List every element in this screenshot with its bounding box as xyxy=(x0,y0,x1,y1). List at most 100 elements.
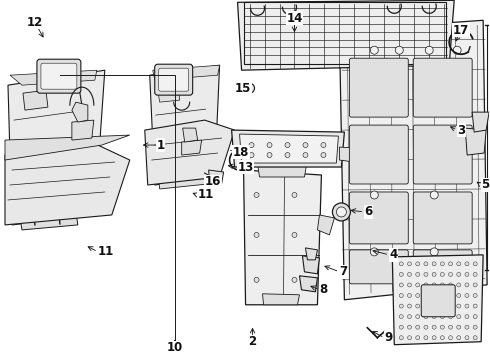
Circle shape xyxy=(408,262,412,266)
Polygon shape xyxy=(182,140,202,155)
Circle shape xyxy=(465,304,469,308)
Circle shape xyxy=(441,325,444,329)
FancyBboxPatch shape xyxy=(413,125,472,184)
Polygon shape xyxy=(299,276,318,292)
Polygon shape xyxy=(232,130,344,167)
Circle shape xyxy=(430,191,438,199)
Text: 17: 17 xyxy=(453,24,469,37)
Circle shape xyxy=(465,325,469,329)
Polygon shape xyxy=(159,175,208,189)
Circle shape xyxy=(332,203,350,221)
Polygon shape xyxy=(5,135,130,160)
Text: 18: 18 xyxy=(233,145,249,158)
Circle shape xyxy=(254,193,259,198)
Circle shape xyxy=(432,273,436,276)
Circle shape xyxy=(441,293,444,297)
Polygon shape xyxy=(340,147,356,162)
Text: 10: 10 xyxy=(167,341,183,354)
Polygon shape xyxy=(392,255,483,345)
FancyBboxPatch shape xyxy=(349,58,408,117)
Text: 14: 14 xyxy=(286,12,303,25)
Circle shape xyxy=(432,315,436,319)
Circle shape xyxy=(457,315,461,319)
Circle shape xyxy=(424,262,428,266)
Polygon shape xyxy=(5,145,130,225)
Circle shape xyxy=(457,336,461,340)
Text: 15: 15 xyxy=(235,82,251,95)
Circle shape xyxy=(424,293,428,297)
Circle shape xyxy=(399,315,403,319)
Circle shape xyxy=(416,262,420,266)
Circle shape xyxy=(473,273,477,276)
Circle shape xyxy=(399,304,403,308)
Circle shape xyxy=(448,293,453,297)
Circle shape xyxy=(465,283,469,287)
Polygon shape xyxy=(209,170,223,184)
Circle shape xyxy=(416,325,420,329)
Circle shape xyxy=(408,283,412,287)
FancyBboxPatch shape xyxy=(413,250,472,284)
Polygon shape xyxy=(72,120,94,140)
Circle shape xyxy=(245,83,254,93)
Circle shape xyxy=(416,304,420,308)
FancyBboxPatch shape xyxy=(421,285,455,317)
Text: 11: 11 xyxy=(98,246,114,258)
Circle shape xyxy=(408,293,412,297)
Circle shape xyxy=(370,248,378,256)
Polygon shape xyxy=(150,65,220,185)
Polygon shape xyxy=(158,88,180,102)
Circle shape xyxy=(453,46,461,54)
Circle shape xyxy=(473,283,477,287)
Circle shape xyxy=(448,315,453,319)
Polygon shape xyxy=(465,128,486,155)
Circle shape xyxy=(441,262,444,266)
Circle shape xyxy=(424,336,428,340)
Circle shape xyxy=(249,153,254,158)
Circle shape xyxy=(254,277,259,282)
Circle shape xyxy=(473,293,477,297)
Circle shape xyxy=(292,193,297,198)
Polygon shape xyxy=(20,212,78,230)
Circle shape xyxy=(465,273,469,276)
Bar xyxy=(244,2,446,64)
Circle shape xyxy=(448,304,453,308)
Circle shape xyxy=(457,325,461,329)
Circle shape xyxy=(465,315,469,319)
Text: 9: 9 xyxy=(384,331,392,344)
Text: 2: 2 xyxy=(248,335,257,348)
Polygon shape xyxy=(23,90,48,110)
Circle shape xyxy=(448,262,453,266)
Circle shape xyxy=(395,46,403,54)
Circle shape xyxy=(473,262,477,266)
Circle shape xyxy=(267,153,272,158)
Text: 13: 13 xyxy=(238,161,254,174)
Polygon shape xyxy=(340,20,487,300)
Circle shape xyxy=(408,336,412,340)
Circle shape xyxy=(448,273,453,276)
Circle shape xyxy=(416,273,420,276)
FancyBboxPatch shape xyxy=(159,68,189,91)
Circle shape xyxy=(448,325,453,329)
Circle shape xyxy=(432,262,436,266)
Text: 5: 5 xyxy=(481,179,490,192)
Circle shape xyxy=(416,336,420,340)
FancyBboxPatch shape xyxy=(413,58,472,117)
Circle shape xyxy=(473,304,477,308)
Polygon shape xyxy=(145,120,235,185)
Circle shape xyxy=(399,262,403,266)
Polygon shape xyxy=(263,294,299,305)
Text: 4: 4 xyxy=(390,248,397,261)
Circle shape xyxy=(432,283,436,287)
Polygon shape xyxy=(244,170,321,305)
Polygon shape xyxy=(8,70,105,225)
Polygon shape xyxy=(240,134,339,163)
Text: 1: 1 xyxy=(157,139,165,152)
Circle shape xyxy=(432,304,436,308)
Text: 6: 6 xyxy=(365,206,372,219)
Circle shape xyxy=(303,143,308,148)
Circle shape xyxy=(430,248,438,256)
Circle shape xyxy=(292,233,297,237)
Circle shape xyxy=(416,315,420,319)
Circle shape xyxy=(424,304,428,308)
Circle shape xyxy=(408,304,412,308)
